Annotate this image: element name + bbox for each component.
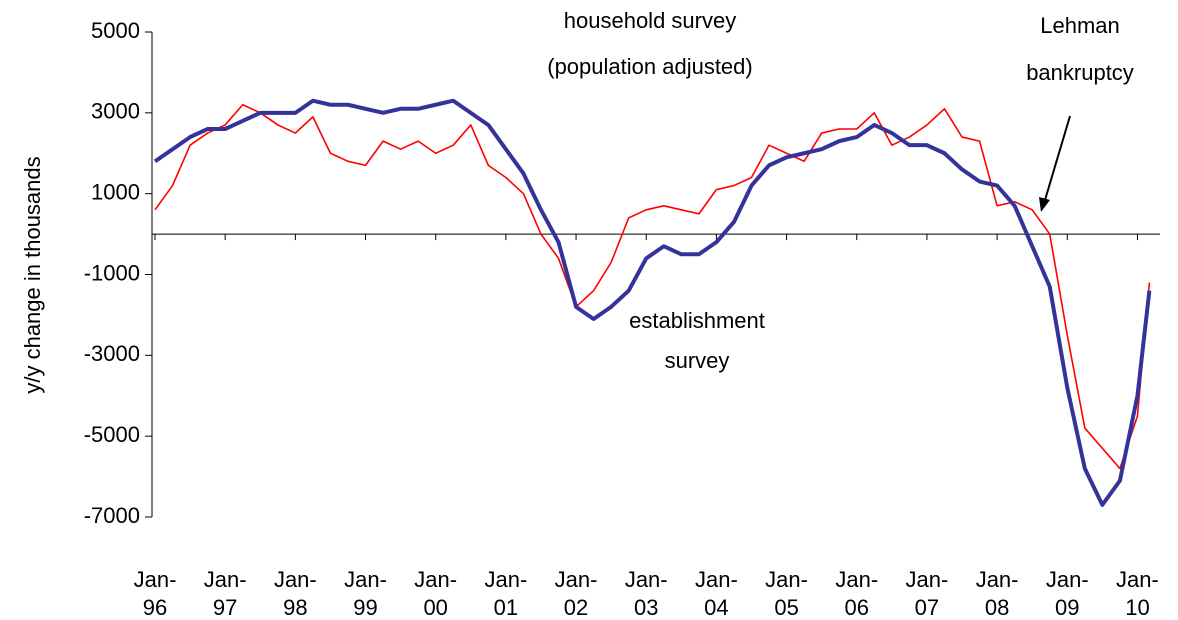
y-tick-label: -7000 — [84, 503, 140, 528]
x-tick-label: Jan-02 — [554, 567, 598, 620]
x-tick-label: Jan-97 — [203, 567, 247, 620]
x-tick-label: Jan-05 — [765, 567, 808, 620]
y-tick-label: 3000 — [91, 99, 140, 124]
x-tick-label: Jan-07 — [905, 567, 949, 620]
y-tick-label: -3000 — [84, 341, 140, 366]
y-tick-label: -1000 — [84, 260, 140, 285]
arrow — [1044, 115, 1071, 201]
x-tick-label: Jan-06 — [835, 567, 879, 620]
x-tick-label: Jan-09 — [1045, 567, 1089, 620]
annotation: survey — [665, 348, 730, 373]
annotation: household survey — [564, 8, 736, 33]
x-tick-label: Jan-04 — [694, 567, 738, 620]
x-tick-label: Jan-99 — [344, 567, 387, 620]
annotation: bankruptcy — [1026, 60, 1134, 85]
x-tick-label: Jan-10 — [1116, 567, 1159, 620]
x-tick-label: Jan-01 — [484, 567, 528, 620]
annotation: establishment — [629, 308, 765, 333]
y-tick-label: 1000 — [91, 179, 140, 204]
annotation: (population adjusted) — [547, 54, 752, 79]
x-tick-label: Jan-96 — [133, 567, 177, 620]
y-tick-label: 5000 — [91, 18, 140, 43]
y-axis-label: y/y change in thousands — [20, 156, 45, 393]
x-tick-label: Jan-03 — [624, 567, 668, 620]
x-tick-label: Jan-98 — [273, 567, 317, 620]
series-line — [154, 103, 1151, 470]
y-tick-label: -5000 — [84, 422, 140, 447]
arrow-head — [1039, 197, 1050, 212]
x-tick-label: Jan-08 — [975, 567, 1019, 620]
x-tick-label: Jan-00 — [414, 567, 458, 620]
annotation: Lehman — [1040, 13, 1120, 38]
series-line — [153, 98, 1152, 507]
